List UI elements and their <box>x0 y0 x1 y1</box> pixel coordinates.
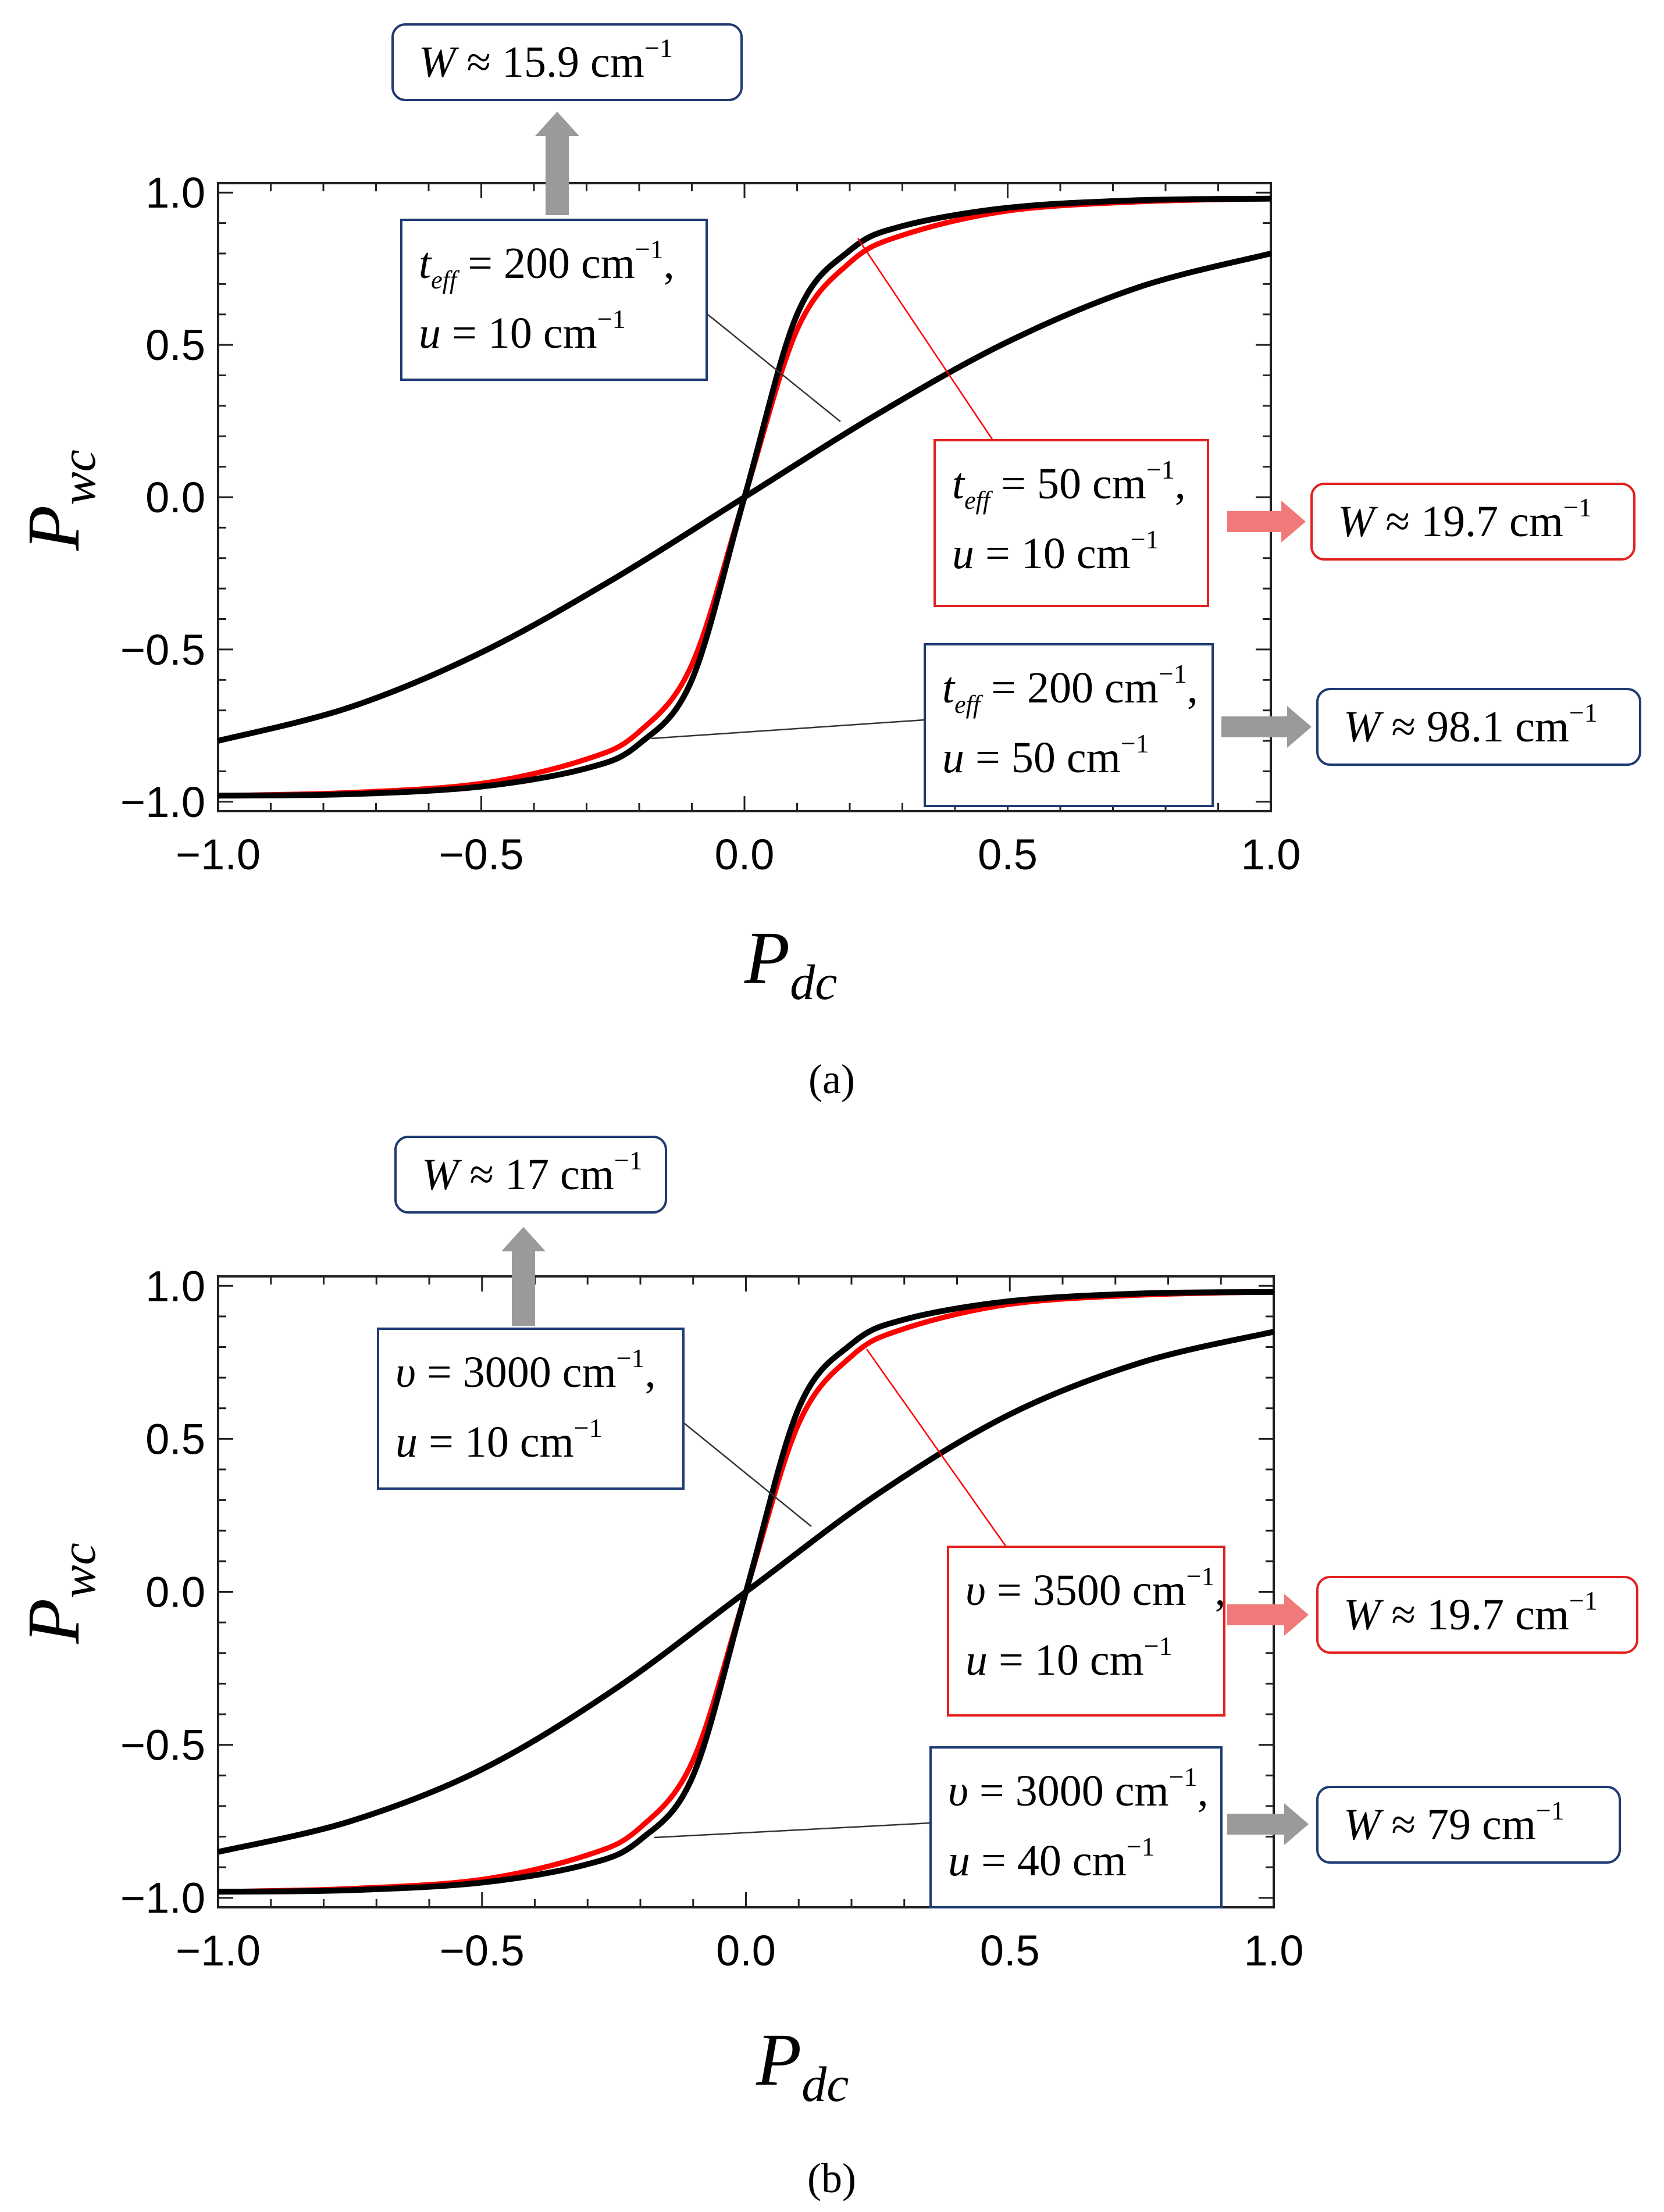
x-tick-label: −0.5 <box>439 830 523 879</box>
x-tick-label: −1.0 <box>176 1926 261 1975</box>
result-box <box>394 1136 667 1214</box>
chart-panel-b: −1.0 −0.5 0.0 0.5 1.0 1.0 0.5 0.0 −0.5 −1.0 Pwc Pdc… <box>12 1136 1638 2202</box>
result-arrow-head <box>501 1227 546 1251</box>
y-tick-label: 0.0 <box>145 473 205 522</box>
x-tick-label: 0.5 <box>980 1926 1040 1975</box>
result-arrow-shaft <box>1221 716 1288 737</box>
param-line-2: u = 10 cm−1 <box>952 525 1159 578</box>
x-tick-label: 0.0 <box>715 830 775 879</box>
result-text: W ≈ 98.1 cm−1 <box>1344 698 1598 751</box>
leader-line <box>654 1822 931 1839</box>
leader-line <box>865 1348 1007 1547</box>
y-tick-label: 0.0 <box>145 1568 205 1617</box>
y-tick-label: 0.5 <box>145 1415 205 1463</box>
series-line-3 <box>218 195 1271 799</box>
result-arrow-shaft <box>1227 1814 1285 1835</box>
x-tick-label: 0.0 <box>716 1926 776 1975</box>
y-axis-label: Pwc <box>12 449 106 551</box>
param-box <box>929 1746 1223 1908</box>
result-text: W ≈ 79 cm−1 <box>1344 1796 1565 1849</box>
param-line-1: υ = 3500 cm−1, <box>965 1561 1226 1615</box>
y-tick-label: 1.0 <box>145 1262 205 1310</box>
param-line-2: u = 10 cm−1 <box>965 1631 1173 1685</box>
y-tick-label: 0.5 <box>145 321 205 369</box>
x-tick-label: −0.5 <box>440 1926 525 1975</box>
x-axis-label: Pdc <box>756 2018 849 2112</box>
param-box <box>947 1546 1225 1717</box>
x-tick-label: 1.0 <box>1244 1926 1304 1975</box>
y-tick-label: −1.0 <box>120 1874 205 1922</box>
param-box <box>377 1328 685 1490</box>
param-line-2: u = 10 cm−1 <box>419 304 626 358</box>
param-line-1: teff = 50 cm−1, <box>952 455 1186 515</box>
y-tick-label: −0.5 <box>120 1721 205 1769</box>
param-line-1: teff = 200 cm−1, <box>419 234 675 294</box>
result-text: W ≈ 19.7 cm−1 <box>1338 493 1592 546</box>
leader-line <box>651 719 925 740</box>
panel-label: (b) <box>807 2155 856 2202</box>
param-line-2: u = 40 cm−1 <box>948 1832 1155 1885</box>
x-tick-label: 1.0 <box>1241 830 1301 879</box>
result-box <box>1316 1576 1638 1654</box>
result-arrow-head <box>535 112 579 136</box>
x-tick-label: −1.0 <box>176 830 261 879</box>
result-arrow-shaft <box>1227 511 1282 532</box>
series-line-3 <box>218 1289 1274 1895</box>
result-text: W ≈ 17 cm−1 <box>422 1146 643 1199</box>
x-tick-label: 0.5 <box>978 830 1038 879</box>
y-tick-label: −0.5 <box>120 626 205 674</box>
param-line-2: u = 50 cm−1 <box>942 729 1149 782</box>
result-box <box>1316 688 1641 766</box>
result-text: W ≈ 19.7 cm−1 <box>1344 1586 1598 1639</box>
param-box <box>924 643 1214 807</box>
result-arrow-shaft <box>546 135 569 215</box>
chart-panel-a: −1.0 −0.5 0.0 0.5 1.0 1.0 0.5 0.0 −0.5 −1.0 Pwc Pdc… <box>12 23 1641 1103</box>
result-arrow-shaft <box>1227 1604 1285 1625</box>
y-tick-label: −1.0 <box>120 778 205 826</box>
result-box <box>1316 1786 1621 1864</box>
y-tick-label: 1.0 <box>145 169 205 217</box>
param-line-1: teff = 200 cm−1, <box>942 659 1198 719</box>
leader-line <box>857 238 994 441</box>
result-arrow-shaft <box>512 1250 535 1326</box>
result-box <box>391 23 743 101</box>
param-line-2: u = 10 cm−1 <box>395 1413 603 1467</box>
param-line-1: υ = 3000 cm−1, <box>395 1343 656 1397</box>
result-text: W ≈ 15.9 cm−1 <box>419 33 673 87</box>
result-box <box>1310 483 1636 561</box>
y-axis-label: Pwc <box>12 1543 106 1644</box>
result-arrow-head <box>1284 1803 1309 1845</box>
param-box <box>400 219 708 381</box>
param-line-1: υ = 3000 cm−1, <box>948 1762 1209 1815</box>
x-axis-label: Pdc <box>744 916 837 1010</box>
param-box <box>933 439 1209 607</box>
result-arrow-head <box>1281 501 1306 543</box>
panel-label: (a) <box>808 1056 855 1103</box>
result-arrow-head <box>1287 706 1312 748</box>
result-arrow-head <box>1284 1594 1309 1636</box>
